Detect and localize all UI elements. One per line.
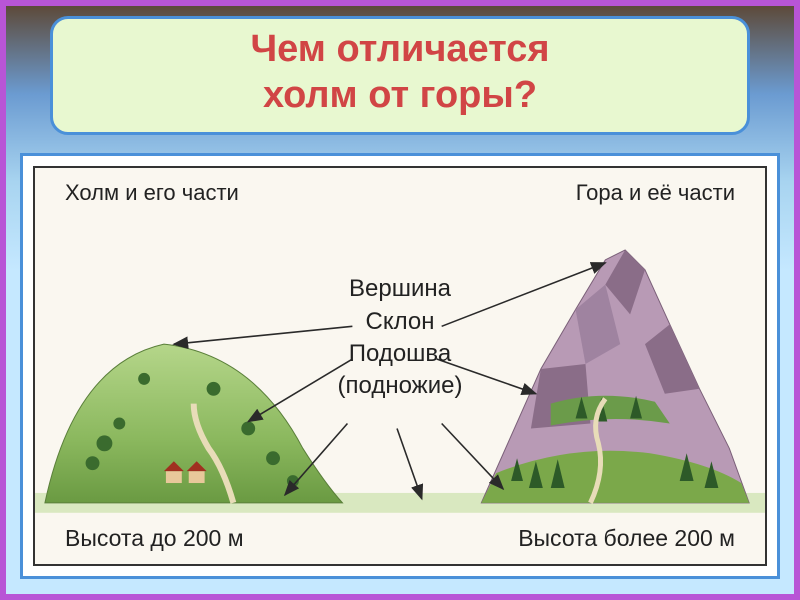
slide-frame: Чем отличается холм от горы? Холм и его … [0,0,800,600]
hill-column-title: Холм и его части [65,180,239,206]
arrow-podoshva-mountain [442,424,503,489]
label-vershina: Вершина [338,273,463,305]
mountain-height-label: Высота более 200 м [518,525,735,552]
center-labels: Вершина Склон Подошва (подножие) [338,273,463,403]
label-sklon: Склон [338,306,463,338]
title-box: Чем отличается холм от горы? [50,16,750,135]
title-line-1: Чем отличается [73,27,727,73]
diagram-frame: Холм и его части Гора и её части [20,153,780,579]
hill-height-label: Высота до 200 м [65,525,244,552]
arrow-vershina-hill [174,326,353,344]
arrow-podoshva-mid [397,429,422,499]
diagram-inner: Холм и его части Гора и её части [33,166,767,566]
mountain-column-title: Гора и её части [576,180,735,206]
title-line-2: холм от горы? [73,73,727,119]
label-podnozhie: (подножие) [338,370,463,402]
mountain-shape [481,250,749,503]
label-podoshva: Подошва [338,338,463,370]
